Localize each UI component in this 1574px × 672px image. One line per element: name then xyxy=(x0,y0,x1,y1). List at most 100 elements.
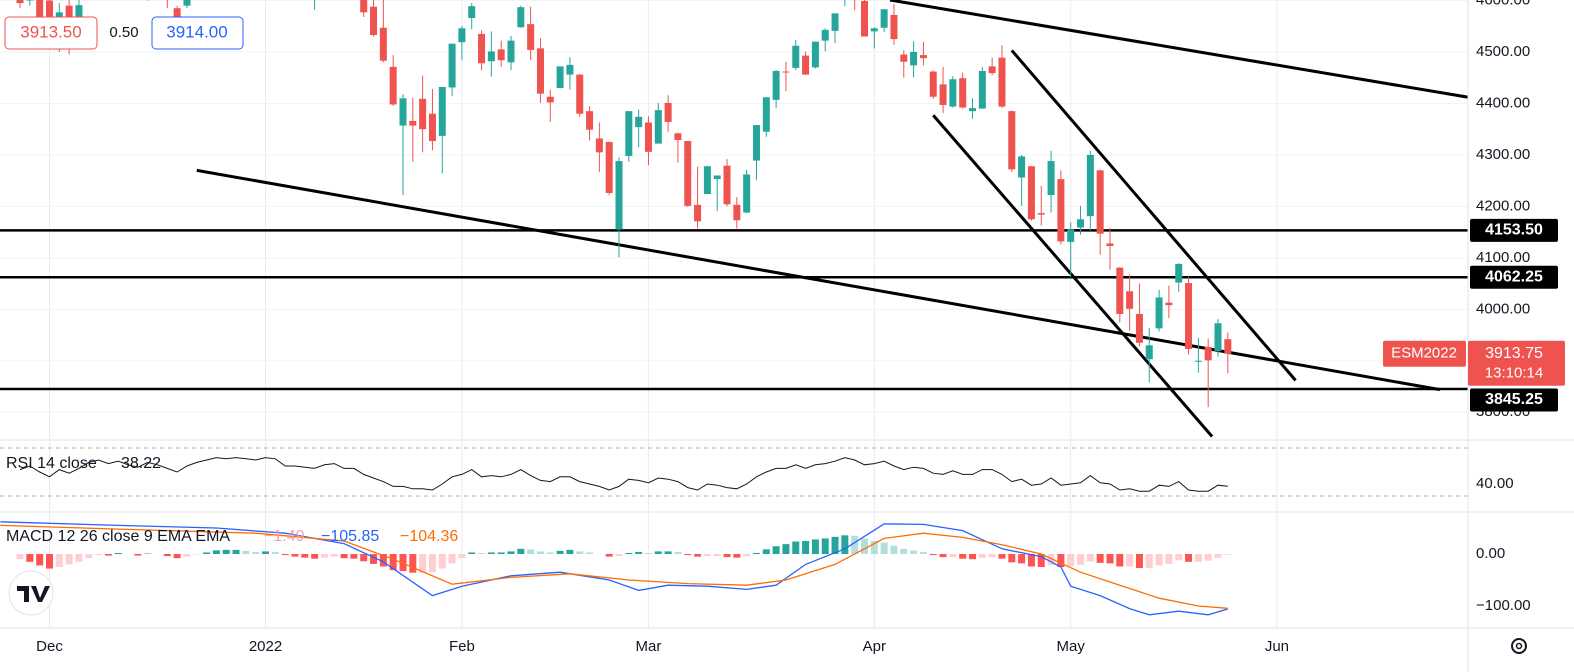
histogram-bar xyxy=(1145,554,1153,569)
candle-body xyxy=(870,28,878,32)
histogram-bar xyxy=(271,551,279,555)
candle-body xyxy=(772,71,780,100)
candle-body xyxy=(438,86,446,136)
histogram-bar xyxy=(1204,554,1212,561)
histogram-bar xyxy=(448,554,456,564)
candle-body xyxy=(1027,166,1035,220)
candle-body xyxy=(713,175,721,180)
histogram-bar xyxy=(350,554,358,559)
macd-title: MACD 12 26 close 9 EMA EMA xyxy=(6,528,230,545)
histogram-bar xyxy=(1018,554,1026,564)
histogram-bar xyxy=(311,554,319,559)
histogram-bar xyxy=(212,550,220,555)
y-tick-label: 0.00 xyxy=(1476,545,1505,562)
histogram-bar xyxy=(1155,554,1163,566)
histogram-bar xyxy=(340,554,348,559)
histogram-bar xyxy=(1126,554,1134,567)
histogram-bar xyxy=(36,554,44,566)
candle-body xyxy=(586,111,594,130)
histogram-bar xyxy=(1194,554,1202,562)
histogram-bar xyxy=(546,552,554,555)
histogram-bar xyxy=(507,551,515,555)
histogram-bar xyxy=(694,554,702,557)
histogram-bar xyxy=(134,554,142,556)
histogram-bar xyxy=(635,551,643,555)
histogram-bar xyxy=(605,554,613,557)
macd-pane xyxy=(0,521,1232,616)
x-tick-label: 2022 xyxy=(249,638,282,655)
ask-price: 3914.00 xyxy=(166,22,227,41)
candle-body xyxy=(546,96,554,103)
candle-body xyxy=(566,64,574,75)
histogram-bar xyxy=(497,552,505,555)
histogram-bar xyxy=(998,554,1006,559)
candle-body xyxy=(969,108,977,112)
macd-line xyxy=(0,521,1228,616)
candle-body xyxy=(1175,264,1183,283)
histogram-bar xyxy=(75,554,83,562)
histogram-bar xyxy=(242,550,250,555)
histogram-bar xyxy=(792,541,800,555)
candle-body xyxy=(409,120,417,126)
histogram-bar xyxy=(900,548,908,555)
ask-box[interactable] xyxy=(151,16,244,50)
histogram-bar xyxy=(1008,554,1016,563)
level-label: 3845.25 xyxy=(1485,391,1543,408)
candle-body xyxy=(733,204,741,221)
histogram-bar xyxy=(232,549,240,555)
price-pane xyxy=(0,0,1468,438)
histogram-bar xyxy=(1077,554,1085,565)
histogram-bar xyxy=(45,554,53,569)
candle-body xyxy=(507,40,515,63)
y-tick-label: 4000.00 xyxy=(1476,300,1530,317)
histogram-bar xyxy=(183,554,191,557)
histogram-bar xyxy=(1047,554,1055,565)
histogram-bar xyxy=(1224,554,1232,555)
symbol-label: ESM2022 xyxy=(1391,345,1457,362)
candle-body xyxy=(674,133,682,140)
y-tick-label: 4200.00 xyxy=(1476,197,1530,214)
histogram-bar xyxy=(860,538,868,555)
histogram-bar xyxy=(1057,554,1065,568)
histogram-bar xyxy=(1086,554,1094,562)
histogram-bar xyxy=(615,554,623,557)
x-tick-label: Mar xyxy=(636,638,662,655)
candle-body xyxy=(644,122,652,152)
histogram-bar xyxy=(929,554,937,556)
rsi-value: 38.22 xyxy=(121,455,161,472)
histogram-bar xyxy=(1165,554,1173,564)
candle-body xyxy=(1008,111,1016,170)
histogram-bar xyxy=(831,536,839,555)
candle-body xyxy=(183,0,191,6)
settings-icon[interactable] xyxy=(1511,638,1527,654)
candle-body xyxy=(1047,161,1055,196)
histogram-bar xyxy=(959,554,967,559)
histogram-bar xyxy=(399,554,407,572)
histogram-bar xyxy=(65,554,73,565)
candle-body xyxy=(36,0,44,18)
histogram-bar xyxy=(1214,554,1222,558)
candle-body xyxy=(556,66,564,88)
macd-value: −105.85 xyxy=(321,528,379,545)
histogram-bar xyxy=(644,552,652,555)
candle-body xyxy=(468,6,476,19)
candle-body xyxy=(1057,179,1065,242)
histogram-bar xyxy=(949,554,957,558)
histogram-bar xyxy=(409,554,417,573)
histogram-bar xyxy=(291,554,299,557)
histogram-bar xyxy=(556,550,564,555)
histogram-bar xyxy=(703,554,711,557)
histogram-bar xyxy=(262,551,270,555)
candle-body xyxy=(1185,283,1193,349)
rsi-title: RSI 14 close xyxy=(6,455,97,472)
candle-body xyxy=(1077,219,1085,228)
histogram-bar xyxy=(114,552,122,555)
histogram-bar xyxy=(802,541,810,555)
bid-box[interactable] xyxy=(4,16,98,50)
histogram-bar xyxy=(1067,554,1075,566)
histogram-bar xyxy=(104,554,112,556)
y-tick-label: 4500.00 xyxy=(1476,43,1530,60)
candle-body xyxy=(752,125,760,161)
histogram-bar xyxy=(1096,554,1104,563)
candle-body xyxy=(605,142,613,193)
